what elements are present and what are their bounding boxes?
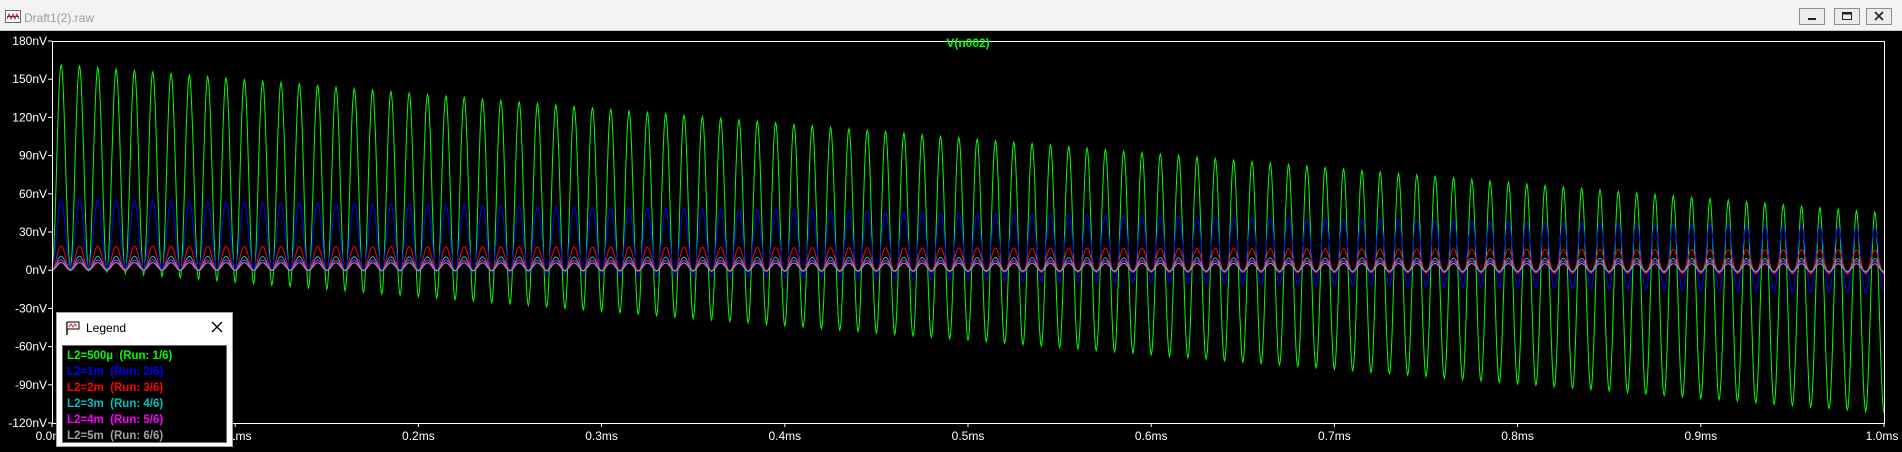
- legend-entries: L2=500µ (Run: 1/6) L2=1m (Run: 2/6) L2=2…: [62, 345, 227, 443]
- legend-close-icon[interactable]: [209, 319, 225, 335]
- x-tick-label: 0.3ms: [585, 429, 618, 443]
- plot-area[interactable]: V(n002) 180nV 150nV 120nV 90nV 60nV 30nV 0nV -3…: [0, 31, 1902, 452]
- legend-entry-1[interactable]: L2=500µ (Run: 1/6): [63, 348, 226, 364]
- x-tick-label: 0.2ms: [402, 429, 435, 443]
- close-button[interactable]: [1866, 8, 1892, 25]
- legend-entry-2[interactable]: L2=1m (Run: 2/6): [63, 364, 226, 380]
- maximize-button[interactable]: [1834, 8, 1860, 25]
- x-tick-label: 1.0ms: [1866, 429, 1899, 443]
- legend-entry-run: (Run: 4/6): [110, 398, 164, 410]
- x-tick-label: 0.7ms: [1318, 429, 1351, 443]
- y-tick-label: 180nV: [12, 34, 47, 48]
- series-line-2: [51, 198, 1885, 294]
- legend-entry-run: (Run: 5/6): [110, 414, 164, 426]
- legend-entry-run: (Run: 6/6): [110, 430, 164, 442]
- x-tick-label: 0.5ms: [952, 429, 985, 443]
- legend-entry-run: (Run: 3/6): [110, 382, 164, 394]
- minimize-icon: [1808, 18, 1816, 20]
- y-tick-label: -90nV: [15, 378, 47, 392]
- legend-panel[interactable]: Legend L2=500µ (Run: 1/6) L2=1m (Run: 2/…: [56, 312, 233, 447]
- x-tick-label: 0.4ms: [768, 429, 801, 443]
- legend-entry-label: L2=1m: [67, 366, 104, 378]
- y-tick-label: -120nV: [8, 416, 47, 430]
- waveform-chart[interactable]: V(n002) 180nV 150nV 120nV 90nV 60nV 30nV 0nV -3…: [0, 31, 1902, 452]
- legend-entry-label: L2=500µ: [67, 350, 113, 362]
- window-title: Draft1(2).raw: [24, 11, 95, 25]
- legend-entry-4[interactable]: L2=3m (Run: 4/6): [63, 396, 226, 412]
- legend-entry-5[interactable]: L2=4m (Run: 5/6): [63, 412, 226, 428]
- chart-title: V(n002): [946, 36, 989, 50]
- x-tick-label: 0.9ms: [1684, 429, 1717, 443]
- y-tick-label: 120nV: [12, 110, 47, 124]
- window-titlebar[interactable]: Draft1(2).raw: [0, 0, 1902, 31]
- legend-entry-run: (Run: 2/6): [110, 366, 164, 378]
- waveform-icon: [5, 10, 21, 23]
- legend-entry-label: L2=5m: [67, 430, 104, 442]
- legend-entry-run: (Run: 1/6): [119, 350, 173, 362]
- legend-entry-3[interactable]: L2=2m (Run: 3/6): [63, 380, 226, 396]
- legend-entry-label: L2=3m: [67, 398, 104, 410]
- legend-title: Legend: [86, 321, 127, 335]
- minimize-button[interactable]: [1799, 8, 1825, 25]
- maximize-icon: [1842, 12, 1852, 20]
- y-tick-label: 30nV: [19, 225, 47, 239]
- plot-frame: [52, 41, 1885, 424]
- close-icon: [1874, 11, 1884, 21]
- legend-entry-label: L2=2m: [67, 382, 104, 394]
- series-line-3: [51, 245, 1885, 275]
- legend-header[interactable]: Legend: [57, 313, 232, 343]
- legend-entry-label: L2=4m: [67, 414, 104, 426]
- series-line-6: [51, 262, 1885, 273]
- series-line-5: [51, 259, 1885, 274]
- legend-entry-6[interactable]: L2=5m (Run: 6/6): [63, 428, 226, 444]
- y-tick-label: -60nV: [15, 340, 47, 354]
- y-tick-label: -30nV: [15, 301, 47, 315]
- y-tick-label: 0nV: [26, 263, 47, 277]
- y-tick-label: 60nV: [19, 187, 47, 201]
- x-tick-label: 0.6ms: [1135, 429, 1168, 443]
- x-tick-label: 0.8ms: [1501, 429, 1534, 443]
- legend-flag-icon: [66, 321, 80, 335]
- y-tick-label: 150nV: [12, 72, 47, 86]
- y-tick-label: 90nV: [19, 149, 47, 163]
- series-line-1: [51, 62, 1885, 414]
